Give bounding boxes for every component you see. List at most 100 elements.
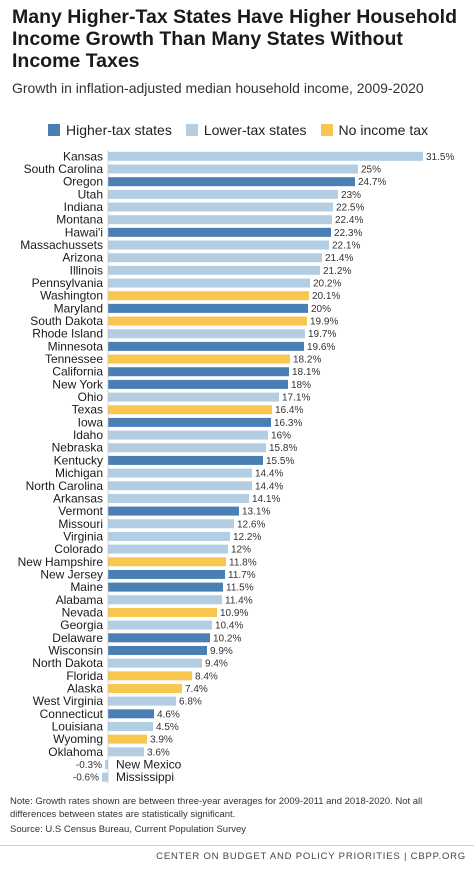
bar-north-carolina xyxy=(108,481,252,491)
value-label-texas: 16.4% xyxy=(275,405,303,416)
value-label-hawai-i: 22.3% xyxy=(334,228,362,239)
value-label-pennsylvania: 20.2% xyxy=(313,279,341,290)
value-label-nevada: 10.9% xyxy=(220,608,248,619)
category-label-utah: Utah xyxy=(78,187,103,201)
legend-item-no-income-tax: No income tax xyxy=(320,122,428,138)
legend-item-higher-tax: Higher-tax states xyxy=(48,122,172,138)
bar-west-virginia xyxy=(108,696,176,706)
bar-oregon xyxy=(108,177,355,187)
value-label-massachussets: 22.1% xyxy=(332,241,360,252)
bar-ohio xyxy=(108,392,279,402)
value-label-oregon: 24.7% xyxy=(358,177,386,188)
category-label-north-dakota: North Dakota xyxy=(32,656,103,670)
value-label-connecticut: 4.6% xyxy=(157,709,180,720)
value-label-north-dakota: 9.4% xyxy=(205,659,228,670)
category-label-alabama: Alabama xyxy=(56,593,104,607)
category-label-north-carolina: North Carolina xyxy=(26,479,104,493)
category-label-arkansas: Arkansas xyxy=(53,491,103,505)
bar-washington xyxy=(108,291,309,301)
value-label-north-carolina: 14.4% xyxy=(255,481,283,492)
value-label-louisiana: 4.5% xyxy=(156,722,179,733)
value-label-ohio: 17.1% xyxy=(282,393,310,404)
value-label-illinois: 21.2% xyxy=(323,266,351,277)
category-label-alaska: Alaska xyxy=(67,681,103,695)
bar-delaware xyxy=(108,633,210,643)
value-label-virginia: 12.2% xyxy=(233,532,261,543)
bar-maine xyxy=(108,582,223,592)
category-label-maryland: Maryland xyxy=(54,301,103,315)
bar-wyoming xyxy=(108,734,147,744)
category-label-south-dakota: South Dakota xyxy=(30,314,103,328)
legend: Higher-tax states Lower-tax states No in… xyxy=(48,122,442,138)
bar-arizona xyxy=(108,253,322,263)
bar-minnesota xyxy=(108,341,304,351)
value-label-utah: 23% xyxy=(341,190,361,201)
value-label-alabama: 11.4% xyxy=(225,595,253,606)
value-label-arizona: 21.4% xyxy=(325,253,353,264)
value-label-washington: 20.1% xyxy=(312,291,340,302)
bar-hawai-i xyxy=(108,227,331,237)
value-label-iowa: 16.3% xyxy=(274,418,302,429)
chart-note: Note: Growth rates shown are between thr… xyxy=(10,796,423,820)
value-label-michigan: 14.4% xyxy=(255,469,283,480)
bar-north-dakota xyxy=(108,658,202,668)
category-label-arizona: Arizona xyxy=(62,251,103,265)
footer-credit: CENTER ON BUDGET AND POLICY PRIORITIES |… xyxy=(156,851,466,862)
bar-kentucky xyxy=(108,455,263,465)
category-label-delaware: Delaware xyxy=(52,631,103,645)
category-label-new-hampshire: New Hampshire xyxy=(18,555,104,569)
bar-michigan xyxy=(108,468,252,478)
bar-alaska xyxy=(108,683,182,693)
category-label-nebraska: Nebraska xyxy=(52,441,104,455)
value-label-new-jersey: 11.7% xyxy=(228,570,256,581)
value-label-nebraska: 15.8% xyxy=(269,443,297,454)
value-label-kentucky: 15.5% xyxy=(266,456,294,467)
bar-iowa xyxy=(108,417,271,427)
category-label-new-york: New York xyxy=(52,377,104,391)
bar-south-carolina xyxy=(108,164,358,174)
bar-indiana xyxy=(108,202,333,212)
legend-item-lower-tax: Lower-tax states xyxy=(185,122,307,138)
value-label-arkansas: 14.1% xyxy=(252,494,280,505)
category-label-new-mexico: New Mexico xyxy=(116,757,182,771)
value-label-wisconsin: 9.9% xyxy=(210,646,233,657)
category-label-rhode-island: Rhode Island xyxy=(32,327,103,341)
legend-label-lower-tax: Lower-tax states xyxy=(203,122,307,138)
category-label-idaho: Idaho xyxy=(73,428,103,442)
bar-utah xyxy=(108,189,338,199)
bar-illinois xyxy=(108,265,320,275)
value-label-minnesota: 19.6% xyxy=(307,342,335,353)
category-label-wyoming: Wyoming xyxy=(53,732,103,746)
value-label-new-mexico: -0.3% xyxy=(76,760,102,771)
value-label-rhode-island: 19.7% xyxy=(308,329,336,340)
value-label-wyoming: 3.9% xyxy=(150,735,173,746)
bar-california xyxy=(108,367,289,377)
category-label-indiana: Indiana xyxy=(64,200,104,214)
bar-montana xyxy=(108,215,332,225)
category-label-virginia: Virginia xyxy=(63,529,103,543)
bar-rhode-island xyxy=(108,329,305,339)
category-label-oregon: Oregon xyxy=(63,175,103,189)
bar-georgia xyxy=(108,620,212,630)
category-label-montana: Montana xyxy=(56,213,103,227)
value-label-california: 18.1% xyxy=(292,367,320,378)
bar-chart: Kansas 31.5% South Carolina 25% Oregon 24.7% U… xyxy=(18,149,455,784)
bar-pennsylvania xyxy=(108,278,310,288)
category-label-kentucky: Kentucky xyxy=(54,453,103,467)
bar-arkansas xyxy=(108,493,249,503)
value-label-alaska: 7.4% xyxy=(185,684,208,695)
value-label-montana: 22.4% xyxy=(335,215,363,226)
bar-new-jersey xyxy=(108,569,225,579)
value-label-mississippi: -0.6% xyxy=(73,773,99,784)
bar-new-hampshire xyxy=(108,557,226,567)
legend-swatch-no-income-tax xyxy=(320,124,333,136)
value-label-south-dakota: 19.9% xyxy=(310,317,338,328)
category-label-louisiana: Louisiana xyxy=(52,719,104,733)
category-label-missouri: Missouri xyxy=(58,517,103,531)
bar-kansas xyxy=(108,151,423,161)
value-label-delaware: 10.2% xyxy=(213,633,241,644)
bar-louisiana xyxy=(108,721,153,731)
category-label-michigan: Michigan xyxy=(55,466,103,480)
bar-oklahoma xyxy=(108,747,144,757)
bar-texas xyxy=(108,405,272,415)
